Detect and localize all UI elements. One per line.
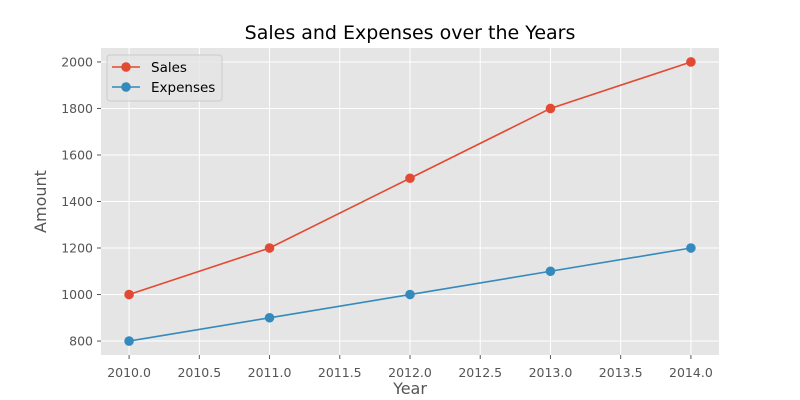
data-point: [264, 312, 275, 323]
x-tick-label: 2010.5: [177, 365, 221, 380]
y-tick-label: 1600: [61, 147, 93, 162]
x-tick-label: 2014.0: [669, 365, 713, 380]
legend-label: Expenses: [151, 80, 215, 96]
data-point: [405, 173, 415, 184]
data-point: [124, 289, 134, 300]
data-point: [545, 266, 556, 277]
x-axis-ticks: 2010.0 2010.5 2011.0 2011.5 2012.0 2012.5 2013…: [107, 355, 713, 380]
data-point: [264, 243, 275, 253]
legend: Sales Expenses: [106, 54, 223, 102]
data-point: [124, 336, 134, 346]
data-point: [686, 57, 696, 67]
data-point: [545, 103, 556, 114]
y-tick-label: 1400: [61, 194, 93, 209]
series-sales: [124, 57, 696, 300]
legend-marker: [121, 82, 131, 92]
y-axis-ticks: 800 1000 1200 1400 1600 1800 2000: [61, 54, 101, 349]
series-layer: [124, 57, 696, 346]
y-tick-label: 1000: [61, 287, 93, 302]
legend-marker: [121, 62, 131, 72]
legend-item: Sales: [112, 60, 187, 76]
x-axis-label: Year: [392, 379, 427, 398]
y-tick-label: 2000: [61, 54, 93, 69]
data-point: [686, 243, 696, 253]
chart-title: Sales and Expenses over the Years: [245, 22, 576, 44]
x-tick-label: 2012.0: [388, 365, 432, 380]
y-tick-label: 1800: [61, 101, 93, 116]
legend-item: Expenses: [112, 80, 215, 96]
x-tick-label: 2010.0: [107, 365, 151, 380]
legend-label: Sales: [151, 60, 187, 76]
x-tick-label: 2013.5: [599, 365, 643, 380]
y-axis-label: Amount: [31, 170, 50, 233]
x-tick-label: 2011.0: [248, 365, 292, 380]
y-tick-label: 1200: [61, 241, 93, 256]
series-expenses: [124, 243, 696, 346]
data-point: [405, 289, 415, 300]
x-tick-label: 2013.0: [529, 365, 573, 380]
x-tick-label: 2011.5: [318, 365, 362, 380]
y-tick-label: 800: [69, 334, 93, 349]
x-tick-label: 2012.5: [458, 365, 502, 380]
